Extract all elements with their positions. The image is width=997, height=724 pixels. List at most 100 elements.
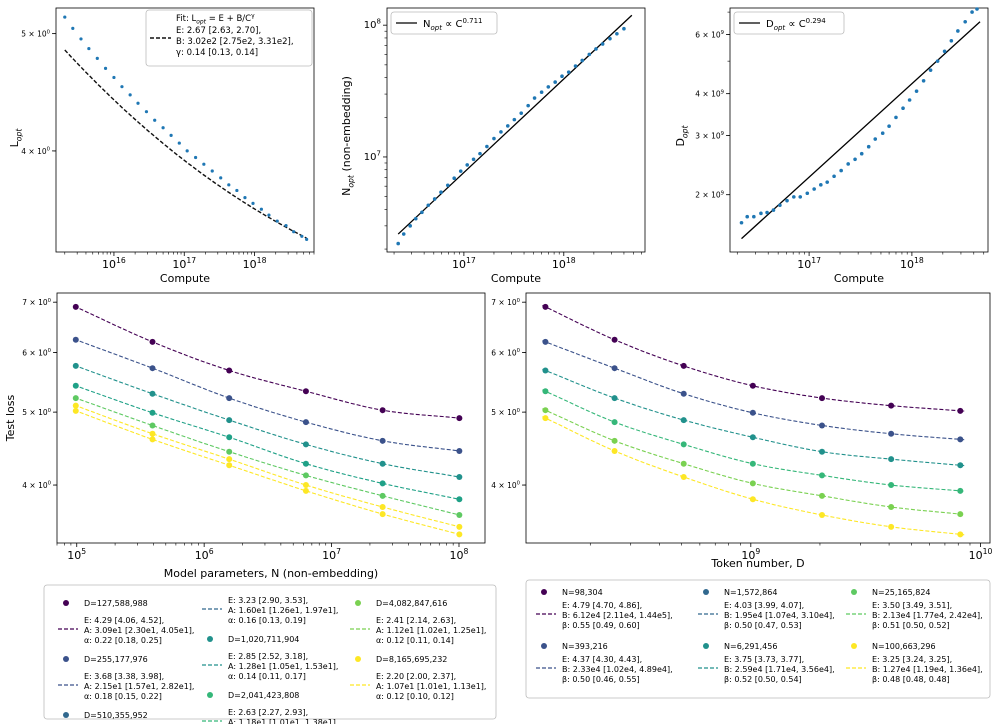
data-point	[485, 144, 489, 149]
legend-marker	[541, 589, 547, 595]
data-point	[785, 198, 789, 203]
legend-label: D=4,082,847,616	[376, 599, 447, 608]
tick-exponent: 17	[811, 256, 821, 265]
tick-exponent: 0	[47, 29, 50, 35]
y-tick-label: 4 × 100	[21, 147, 50, 156]
label-segment: opt	[774, 24, 786, 32]
legend-fit-text: B: 1.95e4 [1.07e4, 3.10e4],	[724, 611, 835, 620]
series-point	[957, 511, 964, 518]
legend-fit-text: A: 2.15e1 [1.57e1, 2.82e1],	[84, 682, 194, 691]
legend-fit-text: E: 4.79 [4.70, 4.86],	[562, 601, 642, 610]
legend-marker	[541, 643, 547, 649]
tick-exponent: 0	[517, 348, 520, 354]
legend-label: D=1,020,711,904	[228, 635, 299, 644]
axes-frame	[729, 7, 989, 253]
data-point	[935, 59, 940, 63]
series-point	[72, 303, 79, 310]
y-axis-label: Dopt	[674, 124, 689, 146]
tick-exponent: 0	[48, 481, 51, 487]
y-tick-label: 5 × 100	[491, 408, 520, 417]
series-point	[302, 388, 309, 395]
data-point	[275, 219, 279, 223]
legend-fit-text: E: 3.68 [3.38, 3.98],	[84, 672, 164, 681]
data-point	[539, 90, 544, 95]
tick-exponent: 0	[517, 298, 520, 304]
series-fit-curve	[73, 396, 462, 517]
label-segment: (non-embedding)	[340, 76, 353, 175]
data-point	[600, 42, 605, 46]
data-point	[792, 195, 796, 199]
tick-exponent: 17	[186, 256, 196, 265]
x-tick-label: 1018	[243, 256, 267, 271]
x-axis-label: Compute	[160, 272, 210, 285]
legend-fit-text: α: 0.12 [0.10, 0.12]	[376, 692, 454, 701]
tick-exponent: 16	[116, 256, 126, 265]
tick-exponent: 9	[721, 190, 724, 196]
tick-base: 10	[243, 258, 257, 271]
series-point	[149, 430, 156, 437]
data-point	[975, 7, 979, 11]
tick-exponent: 8	[377, 18, 381, 26]
series-point	[818, 511, 825, 518]
data-point	[95, 56, 99, 60]
series-point	[542, 415, 549, 422]
series-point	[226, 448, 233, 455]
legend-label: N=25,165,824	[872, 588, 931, 597]
data-point	[465, 163, 470, 167]
series-point	[749, 382, 756, 389]
series-point	[749, 434, 756, 441]
label-segment: N	[423, 19, 430, 30]
y-tick-label: 7 × 100	[22, 298, 51, 307]
legend-marker	[851, 643, 857, 649]
series-point	[72, 395, 79, 402]
data-point	[471, 157, 476, 162]
data-point	[144, 110, 149, 114]
series-point	[456, 415, 463, 422]
tick-exponent: 18	[257, 256, 267, 265]
data-point	[492, 136, 496, 141]
data-point	[752, 214, 756, 219]
legend-label: N=393,216	[562, 642, 608, 651]
tick-exponent: 0	[48, 348, 51, 354]
data-point	[859, 151, 864, 156]
legend-fit-text: A: 1.60e1 [1.26e1, 1.97e1],	[228, 606, 338, 615]
fit-line	[397, 14, 633, 235]
legend-marker	[355, 656, 361, 662]
series-point	[888, 456, 895, 463]
legend-label: D=8,165,695,232	[376, 655, 447, 664]
legend-fit-text: B: 6.12e4 [2.11e4, 1.44e5],	[562, 611, 673, 620]
y-tick-label: 4 × 100	[22, 481, 51, 490]
series-point	[302, 441, 309, 448]
tick-base: 6 × 10	[695, 31, 721, 40]
tick-exponent: 5	[81, 547, 86, 556]
data-point	[63, 15, 67, 19]
series-point	[226, 367, 233, 374]
x-tick-label: 1018	[552, 256, 576, 271]
series-point	[456, 531, 463, 538]
data-point	[580, 58, 585, 63]
data-point	[949, 38, 954, 43]
label-segment: 0.294	[806, 17, 827, 25]
series-point	[379, 407, 386, 414]
data-point	[505, 124, 510, 128]
data-point	[901, 106, 905, 111]
legend-fit-text: A: 1.07e1 [1.01e1, 1.13e1],	[376, 682, 486, 691]
series-point	[456, 511, 463, 518]
tick-base: 5 × 10	[491, 408, 517, 417]
legend-fit-text: A: 1.18e1 [1.01e1, 1.38e1],	[228, 718, 338, 724]
series-fit-curve	[73, 305, 462, 419]
label-segment: γ	[251, 12, 255, 19]
label-segment: D	[674, 138, 687, 146]
series-point	[611, 336, 618, 343]
series-point	[680, 417, 687, 424]
tick-base: 10	[195, 549, 209, 562]
data-point	[942, 49, 947, 54]
legend-label: D=127,588,988	[84, 599, 148, 608]
legend-marker	[703, 643, 709, 649]
series-fit-curve	[73, 409, 462, 536]
y-tick-label: 6 × 109	[695, 30, 724, 39]
data-point	[408, 224, 412, 228]
data-point	[880, 131, 885, 135]
